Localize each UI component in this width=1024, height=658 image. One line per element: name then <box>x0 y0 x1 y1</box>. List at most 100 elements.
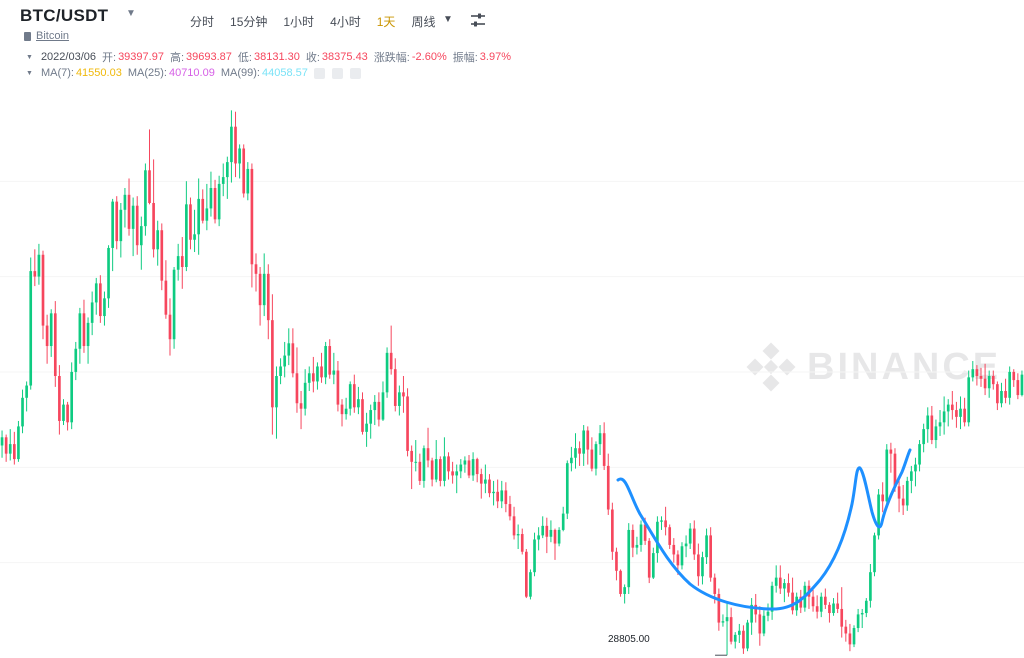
candle-body <box>586 430 590 450</box>
candle <box>246 162 250 201</box>
candle <box>897 478 901 513</box>
candle <box>221 163 225 197</box>
candle-body <box>484 479 487 484</box>
candle <box>242 144 246 198</box>
candle-body <box>135 205 139 246</box>
candle <box>819 592 823 618</box>
candle-body <box>492 491 495 494</box>
candle <box>938 410 942 436</box>
candle <box>484 464 487 494</box>
candle <box>348 381 352 416</box>
ma-collapse-icon[interactable]: ▼ <box>26 69 33 77</box>
candle <box>217 175 221 227</box>
candle-body <box>926 415 930 430</box>
candle-body <box>295 373 299 404</box>
candle-body <box>692 528 696 555</box>
candlestick-chart[interactable] <box>0 86 1024 658</box>
candle <box>475 457 479 483</box>
candle-body <box>459 464 463 472</box>
candle <box>53 301 57 387</box>
ma-close-icon[interactable] <box>349 67 361 79</box>
ma25-label: MA(25): <box>127 67 167 79</box>
candle-body <box>213 188 217 220</box>
candle-body <box>832 603 835 614</box>
candle <box>303 369 307 416</box>
candle-body <box>471 459 475 476</box>
drawn-trend-annotation[interactable] <box>616 448 912 611</box>
candle-body <box>78 313 82 349</box>
candle-body <box>893 453 897 487</box>
candle <box>332 352 336 385</box>
interval-option-6[interactable]: 周线 <box>411 15 436 29</box>
candle <box>66 401 69 431</box>
candle-body <box>74 348 78 372</box>
ohlc-collapse-icon[interactable]: ▼ <box>26 53 33 61</box>
candle <box>774 565 778 593</box>
interval-option-1[interactable]: 分时 <box>190 15 215 29</box>
candle <box>49 309 53 357</box>
candle-body <box>529 572 532 597</box>
symbol-caret-down-icon[interactable]: ▼ <box>126 8 136 19</box>
candle <box>758 606 762 646</box>
candle-body <box>279 366 282 376</box>
candle-body <box>422 448 426 481</box>
ma-settings-icon[interactable] <box>331 67 343 79</box>
candle-body <box>58 376 61 421</box>
candle-body <box>668 527 672 545</box>
candle <box>152 159 155 258</box>
interval-option-3[interactable]: 1小时 <box>283 15 315 29</box>
settings-sliders-icon[interactable] <box>469 12 487 28</box>
candle-body <box>709 535 712 578</box>
candle <box>406 388 409 457</box>
candle-body <box>774 577 778 586</box>
candle <box>115 196 119 250</box>
candle-body <box>504 490 508 505</box>
candle-body <box>352 384 356 408</box>
candle <box>971 361 975 382</box>
candle <box>271 294 274 435</box>
ma-visibility-toggle-icon[interactable] <box>313 67 325 79</box>
candle-body <box>520 534 524 552</box>
candle <box>664 506 667 536</box>
candle-body <box>651 553 655 578</box>
chart-area[interactable]: BINANCE 28805.00 <box>0 86 1024 658</box>
interval-option-2[interactable]: 15分钟 <box>230 15 268 29</box>
candle-body <box>762 615 766 634</box>
candle <box>684 535 688 558</box>
candle <box>201 189 205 224</box>
candle-body <box>1012 371 1016 381</box>
candle <box>74 341 78 381</box>
candle <box>438 456 442 487</box>
candle-body <box>606 465 610 510</box>
candle <box>29 257 33 390</box>
candle-body <box>139 226 143 246</box>
candle-body <box>99 283 102 317</box>
symbol-title[interactable]: BTC/USDT <box>20 6 109 25</box>
candle <box>381 381 385 421</box>
interval-option-4[interactable]: 4小时 <box>330 15 361 29</box>
candle <box>291 328 295 378</box>
candle <box>422 445 426 488</box>
candle-body <box>750 604 753 623</box>
candle <box>160 223 164 291</box>
candle-body <box>438 459 442 481</box>
candle <box>950 390 954 420</box>
candle-body <box>381 392 385 420</box>
candle-body <box>418 461 422 481</box>
candle-body <box>963 408 966 423</box>
candle <box>692 520 696 560</box>
candle-body <box>955 410 958 417</box>
candle-body <box>959 408 962 417</box>
close-value: 38375.43 <box>321 51 368 63</box>
asset-link[interactable]: Bitcoin <box>36 30 70 42</box>
ma99-label: MA(99): <box>220 67 260 79</box>
interval-option-active[interactable]: 1天 <box>376 15 396 29</box>
candle-body <box>291 343 295 374</box>
ohlc-info-row: ▼ 2022/03/06 开: 39397.97 高: 39693.87 低: … <box>26 49 517 65</box>
candle-body <box>635 544 639 548</box>
interval-more-caret-icon[interactable]: ▼ <box>443 14 453 25</box>
candle-body <box>717 593 721 623</box>
candle <box>295 347 299 413</box>
change-label: 涨跌幅: <box>373 52 410 64</box>
candle-body <box>66 404 69 423</box>
